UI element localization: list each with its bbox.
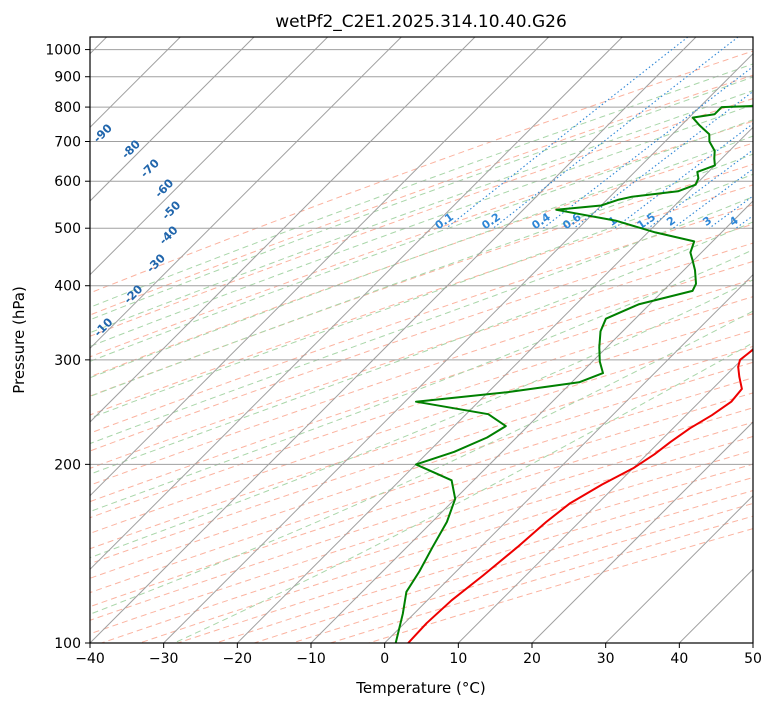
dry-adiabat-line [90, 296, 753, 519]
x-tick-label: −40 [75, 651, 105, 667]
y-tick-label: 1000 [45, 43, 81, 59]
dry-adiabat-line [90, 98, 753, 337]
mixing-ratio-label: 0.2 [479, 210, 502, 232]
isotherm-line [90, 37, 402, 350]
x-tick-label: 30 [597, 651, 615, 667]
dry-adiabat-line [90, 407, 753, 621]
temperature-line [407, 348, 753, 643]
isotherm-line [90, 37, 255, 202]
x-tick-label: −30 [149, 651, 179, 667]
dry-adiabat-line [90, 184, 753, 416]
dry-adiabat-line [90, 313, 753, 534]
y-tick-label: 800 [54, 100, 81, 116]
dry-adiabat-line [90, 50, 753, 294]
dry-adiabat-line [90, 74, 753, 316]
y-tick-label: 200 [54, 457, 81, 473]
background-lines [90, 50, 753, 643]
y-tick-label: 500 [54, 221, 81, 237]
y-tick-label: 300 [54, 353, 81, 369]
y-tick-label: 900 [54, 70, 81, 86]
x-tick-label: −20 [223, 651, 253, 667]
moist-adiabat-line [90, 310, 753, 615]
dry-adiabat-label: -10 [91, 315, 116, 340]
x-tick-label: 10 [449, 651, 467, 667]
mixing-ratio-line [542, 65, 753, 229]
x-tick-label: 0 [380, 651, 389, 667]
moist-adiabat-line [90, 173, 753, 419]
mixing-ratio-line [573, 90, 753, 229]
y-axis-label: Pressure (hPa) [10, 286, 28, 394]
profile-series [394, 104, 753, 643]
mixing-ratio-label: 0.4 [529, 210, 553, 232]
mixing-ratio-line [492, 37, 739, 229]
y-tick-label: 400 [54, 279, 81, 295]
isotherms [90, 37, 753, 643]
dry-adiabat-line [90, 223, 753, 452]
isotherm-line [752, 642, 753, 643]
dry-adiabat-line [90, 361, 753, 579]
moist-adiabat-line [90, 76, 753, 321]
dry-adiabat-label: -40 [156, 223, 181, 248]
mixing-ratio-line [614, 122, 753, 229]
isotherm-line [236, 126, 753, 643]
isotherm-line [90, 37, 476, 423]
mixing-ratio-label: 6 [766, 214, 775, 229]
dry-adiabat-line [215, 476, 753, 643]
x-tick-label: 20 [523, 651, 541, 667]
isotherm-line [90, 37, 623, 571]
mixing-ratio-line [735, 215, 753, 229]
moist-adiabat-line [90, 63, 753, 308]
chart-title: wetPf2_C2E1.2025.314.10.40.G26 [275, 12, 567, 32]
dewpoint-line [394, 104, 753, 643]
x-axis-label: Temperature (°C) [355, 679, 485, 697]
mixing-ratio-label: 4 [727, 214, 741, 229]
isotherm-line [384, 273, 753, 643]
dry-adiabat-line [90, 163, 753, 397]
isotherm-line [457, 347, 753, 643]
dry-adiabat-line [330, 515, 753, 643]
isotherm-line [678, 568, 753, 643]
dry-adiabat-line [90, 377, 753, 594]
dry-adiabat-label: -30 [143, 251, 168, 276]
x-axis: −40 −30 −20 −10 0 10 20 30 40 50 [75, 643, 762, 667]
dry-adiabat-line [90, 278, 753, 503]
moist-adiabat-line [90, 135, 753, 379]
dry-adiabat-line [90, 260, 753, 486]
dry-adiabat-label: -60 [152, 176, 177, 201]
dry-adiabat-line [90, 329, 753, 550]
dry-adiabat-line [177, 463, 753, 643]
isotherm-line [605, 494, 753, 643]
isotherm-line [310, 200, 753, 643]
dry-adiabat-line [90, 120, 753, 358]
isotherm-line [531, 421, 753, 643]
isotherm-line [90, 37, 329, 276]
dry-adiabat-line [90, 392, 753, 608]
moist-adiabat-line [90, 89, 753, 334]
x-tick-label: −10 [296, 651, 326, 667]
isotherm-line [90, 37, 550, 497]
y-tick-label: 600 [54, 174, 81, 190]
mixing-ratio-label: 2 [664, 214, 678, 229]
isotherm-line [90, 37, 697, 643]
dry-adiabat-line [90, 242, 753, 469]
x-tick-label: 40 [670, 651, 688, 667]
dry-adiabat-label: -70 [137, 156, 162, 181]
pressure-grid [90, 49, 753, 643]
dry-adiabat-line [90, 345, 753, 565]
moist-adiabat-line [90, 153, 753, 397]
mixing-ratio-line [672, 168, 753, 229]
isotherm-line [163, 52, 753, 643]
y-tick-label: 700 [54, 134, 81, 150]
mixing-ratio-line [445, 37, 689, 229]
moist-adiabat-line [90, 196, 753, 445]
dry-adiabat-line [90, 142, 753, 378]
plot-frame [89, 36, 754, 644]
moist-adiabat-line [90, 221, 753, 475]
y-axis: 100 200 300 400 500 600 700 800 900 1000 [45, 43, 90, 652]
dry-adiabat-label: -80 [118, 137, 143, 162]
y-tick-label: 100 [54, 636, 81, 652]
dry-adiabat-line [90, 204, 753, 434]
x-tick-label: 50 [744, 651, 762, 667]
